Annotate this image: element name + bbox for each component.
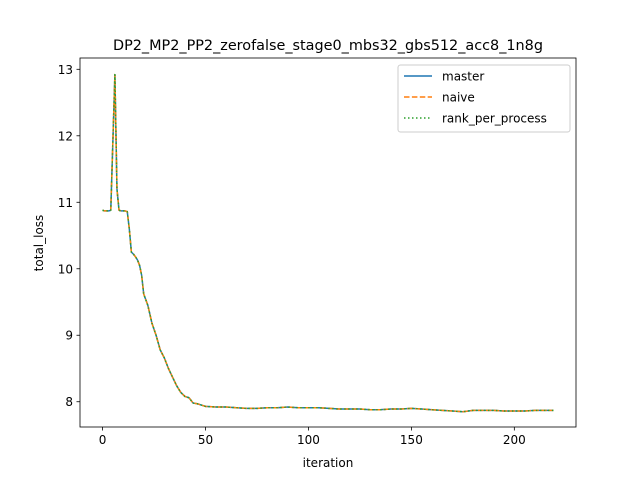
legend: master naive rank_per_process	[397, 64, 571, 133]
x-tick-label: 0	[99, 433, 107, 447]
x-tick-label: 100	[297, 433, 320, 447]
axes-frame	[79, 57, 577, 428]
plot-area	[102, 73, 554, 413]
x-tick-label: 200	[503, 433, 526, 447]
y-tick-label: 13	[58, 63, 73, 77]
legend-label-naive: naive	[442, 91, 475, 105]
x-tick-label: 150	[400, 433, 423, 447]
axes: 0 50 100 150 200 8 9 10 11 12 13	[58, 57, 577, 447]
x-axis-label: iteration	[303, 456, 354, 470]
chart-title: DP2_MP2_PP2_zerofalse_stage0_mbs32_gbs51…	[113, 38, 543, 54]
y-axis-label: total_loss	[32, 215, 46, 272]
legend-box	[397, 64, 571, 133]
y-tick-label: 12	[58, 129, 73, 143]
y-tick-label: 9	[65, 329, 73, 343]
series-line-naive	[102, 73, 554, 413]
x-tick-label: 50	[198, 433, 213, 447]
series-line-rank-per-process	[102, 73, 554, 413]
legend-label-rank-per-process: rank_per_process	[442, 112, 547, 126]
y-tick-label: 11	[58, 196, 73, 210]
y-tick-label: 8	[65, 395, 73, 409]
legend-label-master: master	[442, 70, 484, 84]
y-tick-label: 10	[58, 262, 73, 276]
